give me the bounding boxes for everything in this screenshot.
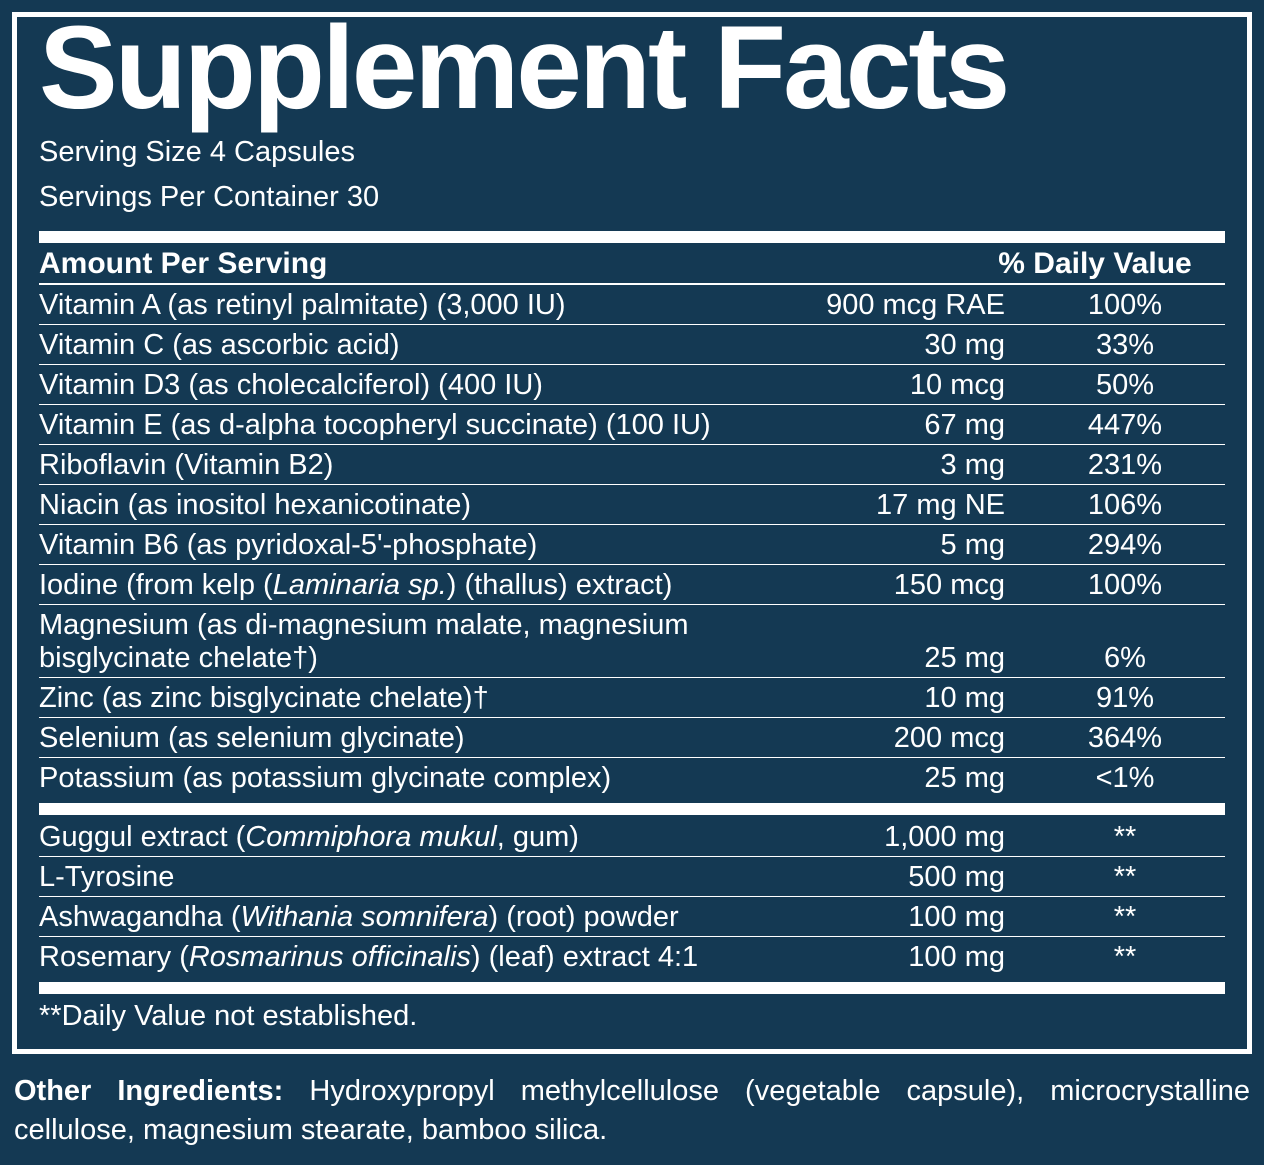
table-row: Riboflavin (Vitamin B2)3 mg231% (39, 445, 1225, 485)
nutrient-name: Guggul extract (Commiphora mukul, gum) (39, 817, 745, 857)
nutrient-dv: 100% (1025, 565, 1225, 605)
nutrient-name: Selenium (as selenium glycinate) (39, 718, 745, 758)
nutrient-name: Zinc (as zinc bisglycinate chelate)† (39, 678, 745, 718)
nutrient-name: Vitamin B6 (as pyridoxal-5'-phosphate) (39, 525, 745, 565)
nutrient-name: Vitamin E (as d-alpha tocopheryl succina… (39, 405, 745, 445)
nutrient-amount: 67 mg (745, 405, 1025, 445)
nutrient-amount: 25 mg (745, 758, 1025, 798)
dv-footnote: **Daily Value not established. (39, 996, 1225, 1039)
nutrient-name: Vitamin C (as ascorbic acid) (39, 325, 745, 365)
nutrient-amount: 30 mg (745, 325, 1025, 365)
table-row: Magnesium (as di-magnesium malate, magne… (39, 605, 1225, 678)
nutrient-name: Ashwagandha (Withania somnifera) (root) … (39, 897, 745, 937)
table-row: Ashwagandha (Withania somnifera) (root) … (39, 897, 1225, 937)
other-ingredients: Other Ingredients: Hydroxypropyl methylc… (0, 1066, 1264, 1164)
rule-thick-mid (39, 803, 1225, 815)
nutrient-amount: 5 mg (745, 525, 1025, 565)
nutrient-dv: 50% (1025, 365, 1225, 405)
nutrients-table-1: Vitamin A (as retinyl palmitate) (3,000 … (39, 285, 1225, 797)
nutrient-dv: 364% (1025, 718, 1225, 758)
table-row: Vitamin A (as retinyl palmitate) (3,000 … (39, 285, 1225, 325)
servings-per-container: Servings Per Container 30 (39, 178, 1225, 217)
table-row: Iodine (from kelp (Laminaria sp.) (thall… (39, 565, 1225, 605)
nutrient-dv: ** (1025, 857, 1225, 897)
facts-panel: Supplement Facts Serving Size 4 Capsules… (12, 12, 1252, 1054)
serving-size: Serving Size 4 Capsules (39, 133, 1225, 172)
nutrient-amount: 10 mcg (745, 365, 1025, 405)
nutrient-dv: ** (1025, 897, 1225, 937)
rule-thick-bottom (39, 982, 1225, 994)
nutrient-name: Vitamin D3 (as cholecalciferol) (400 IU) (39, 365, 745, 405)
nutrient-dv: 106% (1025, 485, 1225, 525)
nutrient-dv: ** (1025, 817, 1225, 857)
nutrient-name: Vitamin A (as retinyl palmitate) (3,000 … (39, 285, 745, 325)
rule-thick-top (39, 231, 1225, 243)
nutrient-amount: 10 mg (745, 678, 1025, 718)
nutrient-amount: 150 mcg (745, 565, 1025, 605)
header-dv: % Daily Value (965, 247, 1225, 281)
nutrient-amount: 200 mcg (745, 718, 1025, 758)
nutrient-amount: 1,000 mg (745, 817, 1025, 857)
table-row: Vitamin D3 (as cholecalciferol) (400 IU)… (39, 365, 1225, 405)
nutrient-name: Potassium (as potassium glycinate comple… (39, 758, 745, 798)
nutrient-amount: 100 mg (745, 897, 1025, 937)
nutrient-dv: 6% (1025, 605, 1225, 678)
table-row: Guggul extract (Commiphora mukul, gum)1,… (39, 817, 1225, 857)
table-row: Vitamin E (as d-alpha tocopheryl succina… (39, 405, 1225, 445)
nutrient-name: L-Tyrosine (39, 857, 745, 897)
nutrient-dv: 91% (1025, 678, 1225, 718)
nutrient-amount: 25 mg (745, 605, 1025, 678)
nutrient-name: Magnesium (as di-magnesium malate, magne… (39, 605, 745, 678)
table-row: Selenium (as selenium glycinate)200 mcg3… (39, 718, 1225, 758)
nutrient-dv: 100% (1025, 285, 1225, 325)
nutrient-name: Iodine (from kelp (Laminaria sp.) (thall… (39, 565, 745, 605)
nutrient-dv: 447% (1025, 405, 1225, 445)
panel-title: Supplement Facts (39, 9, 1225, 127)
nutrient-amount: 500 mg (745, 857, 1025, 897)
nutrient-dv: 33% (1025, 325, 1225, 365)
nutrient-dv: <1% (1025, 758, 1225, 798)
table-row: Vitamin C (as ascorbic acid)30 mg33% (39, 325, 1225, 365)
nutrients-table-2: Guggul extract (Commiphora mukul, gum)1,… (39, 817, 1225, 976)
nutrient-amount: 100 mg (745, 937, 1025, 977)
nutrient-name: Niacin (as inositol hexanicotinate) (39, 485, 745, 525)
table-row: L-Tyrosine500 mg** (39, 857, 1225, 897)
column-header-row: Amount Per Serving % Daily Value (39, 243, 1225, 285)
nutrient-amount: 900 mcg RAE (745, 285, 1025, 325)
table-row: Vitamin B6 (as pyridoxal-5'-phosphate)5 … (39, 525, 1225, 565)
nutrient-amount: 3 mg (745, 445, 1025, 485)
nutrient-dv: ** (1025, 937, 1225, 977)
nutrient-name: Rosemary (Rosmarinus officinalis) (leaf)… (39, 937, 745, 977)
table-row: Rosemary (Rosmarinus officinalis) (leaf)… (39, 937, 1225, 977)
table-row: Niacin (as inositol hexanicotinate)17 mg… (39, 485, 1225, 525)
other-ingredients-label: Other Ingredients: (14, 1075, 283, 1107)
header-amount: Amount Per Serving (39, 247, 965, 281)
nutrient-dv: 294% (1025, 525, 1225, 565)
table-row: Zinc (as zinc bisglycinate chelate)†10 m… (39, 678, 1225, 718)
nutrient-amount: 17 mg NE (745, 485, 1025, 525)
nutrient-name: Riboflavin (Vitamin B2) (39, 445, 745, 485)
nutrient-dv: 231% (1025, 445, 1225, 485)
table-row: Potassium (as potassium glycinate comple… (39, 758, 1225, 798)
